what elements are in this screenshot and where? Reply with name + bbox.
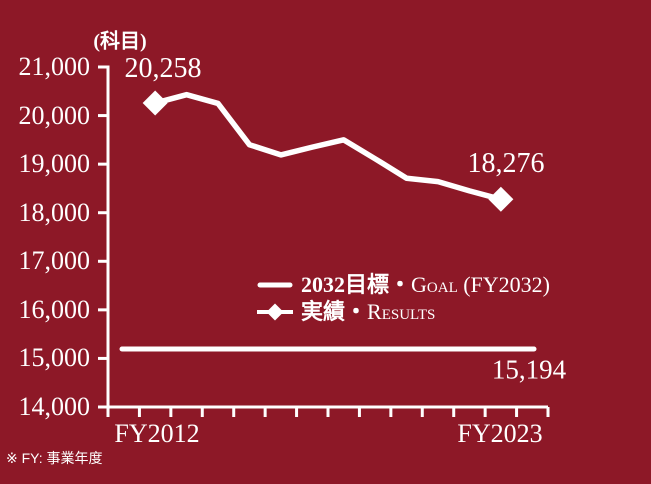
results-line xyxy=(154,91,502,202)
data-label-last-point: 18,276 xyxy=(467,148,545,179)
y-axis-tick-label: 16,000 xyxy=(18,294,91,324)
x-axis-label-last: FY2023 xyxy=(457,419,543,448)
legend-results-label-latin: Results xyxy=(367,298,436,324)
legend-item-goal: 2032目標・Goal (FY2032) xyxy=(256,271,550,298)
y-axis-tick-label: 21,000 xyxy=(18,52,91,81)
y-axis-tick-label: 20,000 xyxy=(18,100,91,130)
legend-results-label: 実績・Results xyxy=(301,298,436,324)
legend-item-results: 実績・Results xyxy=(256,298,550,325)
axis-unit-label: (科目) xyxy=(93,30,147,53)
y-axis-tick-label: 18,000 xyxy=(18,197,91,227)
legend-results-label-jp: 実績・ xyxy=(301,298,368,324)
legend-goal-label-latin: Goal (FY2032) xyxy=(411,271,551,297)
footnote: ※ FY: 事業年度 xyxy=(6,450,103,466)
goal-line-sample-icon xyxy=(257,282,293,287)
x-axis-label-first: FY2012 xyxy=(114,419,200,448)
data-label-first-point: 20,258 xyxy=(124,53,202,84)
y-axis-tick-label: 19,000 xyxy=(18,149,91,179)
y-axis-tick-label: 15,000 xyxy=(18,343,91,373)
legend: 2032目標・Goal (FY2032) 実績・Results xyxy=(256,271,550,325)
legend-goal-label-jp: 2032目標・ xyxy=(301,271,412,297)
y-axis-tick-label: 17,000 xyxy=(18,246,91,276)
results-line-sample-icon xyxy=(257,303,293,320)
legend-goal-label: 2032目標・Goal (FY2032) xyxy=(301,271,551,297)
goal-value-label: 15,194 xyxy=(491,354,567,385)
results-marker-last-icon xyxy=(488,186,514,212)
results-marker-first-icon xyxy=(142,90,168,116)
y-axis-tick-label: 14,000 xyxy=(18,392,91,421)
